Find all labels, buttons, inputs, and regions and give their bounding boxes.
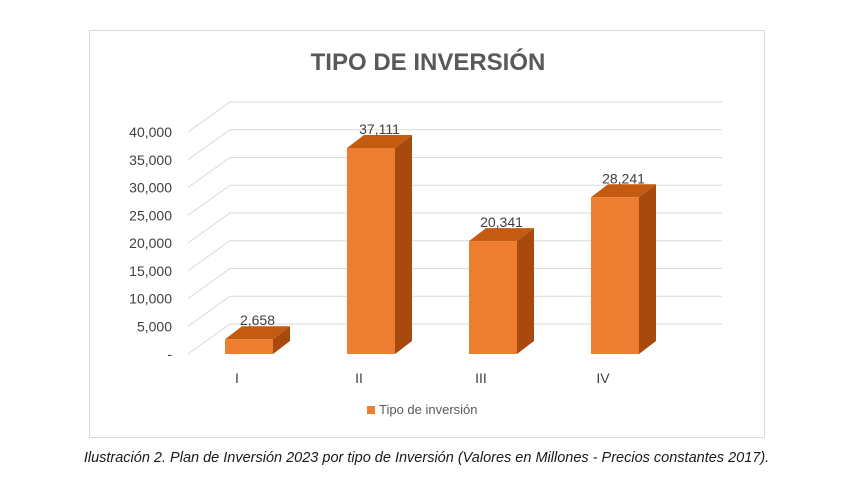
bar-top [347,135,412,149]
gridlines [187,101,722,355]
gridline [187,323,722,355]
legend-swatch [367,406,375,414]
data-label: 37,111 [359,121,400,137]
chart: TIPO DE INVERSIÓN - 5,000 10,000 15,000 20,0… [129,48,722,417]
legend: Tipo de inversión [367,402,478,417]
gridline [187,295,722,327]
bar [591,184,656,354]
bar-front [225,339,273,354]
y-tick-label: 25,000 [129,207,172,223]
y-axis-ticks: - 5,000 10,000 15,000 20,000 25,000 30,000 35,0… [129,124,172,362]
bar-top [591,184,656,198]
bar [225,326,290,354]
figure-caption: Ilustración 2. Plan de Inversión 2023 po… [83,450,770,466]
bar-side [517,228,534,354]
bar-front [591,197,639,354]
bar-top [469,228,534,242]
bar [469,228,534,354]
y-tick-label: 15,000 [129,263,172,279]
gridline [187,268,722,299]
gridline [187,212,722,244]
chart-title: TIPO DE INVERSIÓN [311,48,546,76]
data-labels: 2,658 37,111 20,341 28,241 [240,121,645,328]
bar [347,135,412,354]
y-tick-label: - [167,346,172,362]
y-tick-label: 5,000 [137,318,172,334]
y-tick-label: 10,000 [129,291,172,307]
bars [225,135,656,354]
x-tick-label: II [355,370,363,386]
x-axis-ticks: I II III IV [235,370,610,386]
y-tick-label: 30,000 [129,180,172,196]
bar-side [395,135,412,354]
x-tick-label: IV [596,370,610,386]
gridline [187,101,722,133]
x-tick-label: III [475,370,487,386]
y-tick-label: 40,000 [129,124,172,140]
gridline [187,129,722,161]
gridline [187,240,722,272]
legend-label: Tipo de inversión [379,402,478,417]
bar-side [639,184,656,354]
data-label: 20,341 [480,214,523,230]
x-tick-label: I [235,370,239,386]
gridline [187,157,722,188]
bar-front [347,148,395,354]
data-label: 28,241 [602,170,645,186]
bar-side [273,326,290,354]
bar-front [469,241,517,354]
y-tick-label: 20,000 [129,235,172,251]
bar-top [225,326,290,340]
gridline [187,184,722,216]
y-tick-label: 35,000 [129,152,172,168]
data-label: 2,658 [240,312,275,328]
